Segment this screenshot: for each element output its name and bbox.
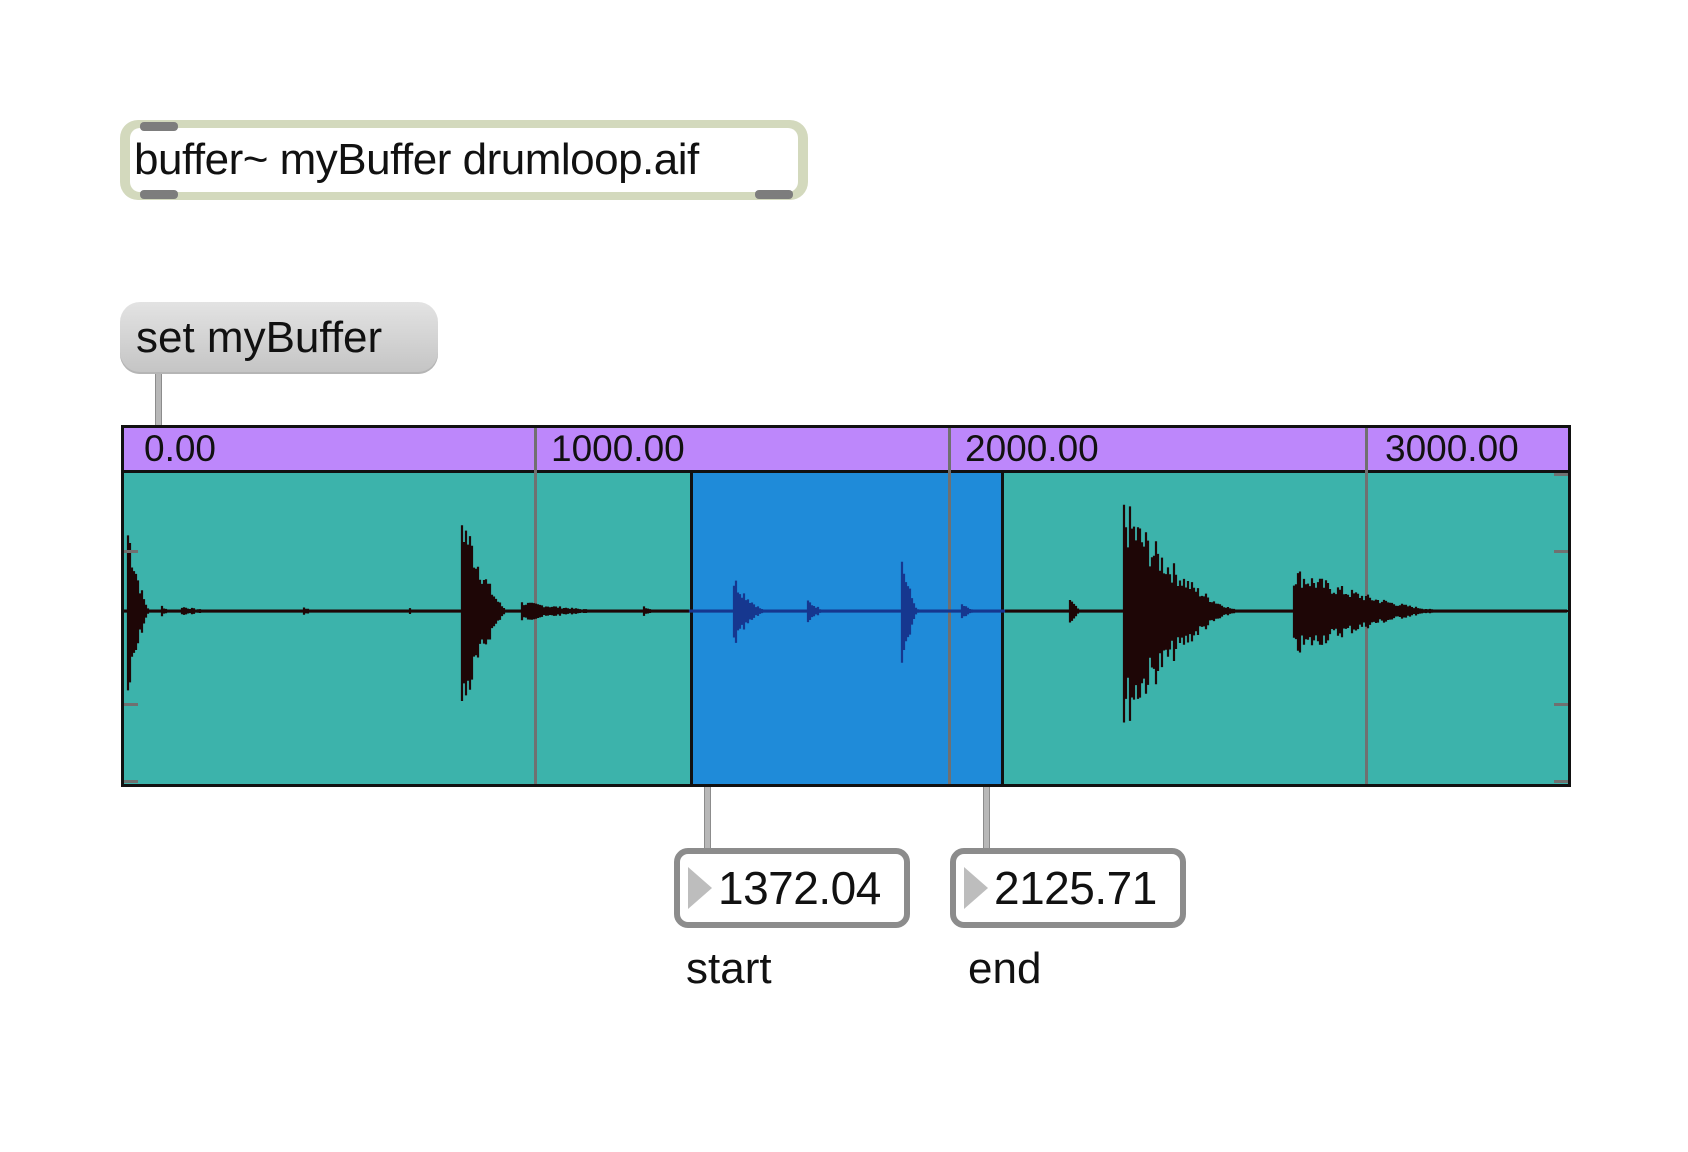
- start-value: 1372.04: [718, 862, 881, 914]
- start-number-box[interactable]: 1372.04: [674, 848, 910, 928]
- buffer-object-text: buffer~ myBuffer drumloop.aif: [130, 128, 798, 192]
- edge-tick: [1554, 550, 1568, 553]
- patch-cord-start[interactable]: [704, 786, 711, 850]
- end-comment: end: [968, 944, 1042, 993]
- end-value: 2125.71: [994, 862, 1157, 914]
- end-number-box[interactable]: 2125.71: [950, 848, 1186, 928]
- number-box-triangle-icon: [688, 867, 712, 909]
- buffer-object[interactable]: buffer~ myBuffer drumloop.aif: [120, 120, 808, 200]
- ruler-label-3000: 3000.00: [1385, 428, 1519, 469]
- patch-cord-message[interactable]: [155, 374, 162, 426]
- edge-tick: [1554, 703, 1568, 706]
- set-buffer-message[interactable]: set myBuffer: [120, 302, 438, 374]
- edge-tick: [124, 703, 138, 706]
- edge-tick: [124, 780, 138, 783]
- buffer-outlet-left[interactable]: [140, 190, 178, 199]
- selection-region[interactable]: [690, 473, 1004, 784]
- grid-line-2000: [948, 428, 951, 784]
- edge-tick: [1554, 473, 1568, 476]
- ruler-label-2000: 2000.00: [965, 428, 1099, 469]
- start-comment: start: [686, 944, 772, 993]
- number-box-triangle-icon: [964, 867, 988, 909]
- ruler-label-0: 0.00: [144, 428, 217, 469]
- edge-tick: [1554, 780, 1568, 783]
- ruler-label-1000: 1000.00: [551, 428, 685, 469]
- patch-cord-end[interactable]: [983, 786, 990, 850]
- waveform-samples-selected: [688, 561, 1006, 663]
- edge-tick: [124, 550, 138, 553]
- buffer-inlet[interactable]: [140, 122, 178, 131]
- buffer-outlet-right[interactable]: [755, 190, 793, 199]
- time-ruler[interactable]: 0.00 1000.00 2000.00 3000.00: [124, 428, 1568, 473]
- waveform-samples: [124, 504, 1568, 723]
- waveform-display[interactable]: 0.00 1000.00 2000.00 3000.00: [121, 425, 1571, 787]
- waveform-plot: [124, 504, 1568, 723]
